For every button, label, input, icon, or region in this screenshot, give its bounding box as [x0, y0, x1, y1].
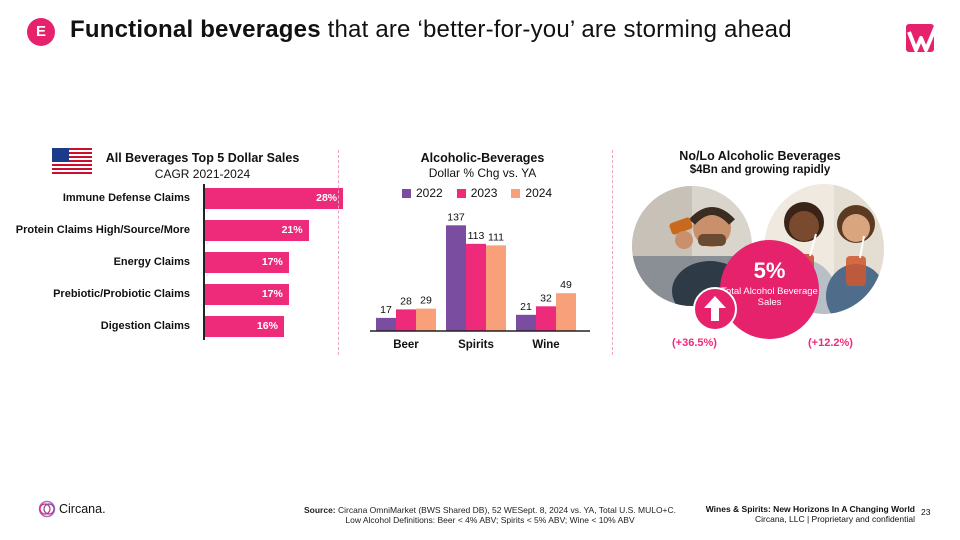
us-flag-icon	[52, 148, 92, 174]
chart2-bar-value: 111	[488, 231, 504, 243]
up-arrow-icon	[704, 296, 726, 321]
chart1-bar: 21%	[205, 220, 309, 241]
nolo-share-circle: 5% Total Alcohol Beverage Sales	[720, 240, 819, 339]
footer-right: Wines & Spirits: New Horizons In A Chang…	[705, 504, 915, 524]
chart2-bar-value: 113	[468, 230, 485, 242]
chart1-bar-value: 17%	[261, 256, 283, 268]
chart1-axis	[203, 184, 205, 340]
chart2-bar	[516, 314, 536, 331]
chart1-category-label: Prebiotic/Probiotic Claims	[53, 288, 190, 300]
nolo-subtitle: $4Bn and growing rapidly	[689, 164, 831, 176]
legend-2023: 2023	[456, 186, 497, 200]
chart1-bar-value: 28%	[316, 192, 338, 204]
nolo-title: No/Lo Alcoholic Beverages	[679, 149, 841, 163]
chart2-bar	[536, 306, 556, 331]
chart2-bar	[556, 293, 576, 331]
circana-logo: Circana.	[38, 500, 106, 518]
page-number: 23	[921, 507, 931, 517]
chart2-bar-value: 17	[380, 304, 392, 316]
chart2-bar-value: 32	[540, 292, 552, 304]
chart2-bar-value: 49	[560, 279, 572, 291]
nolo-share-value: 5%	[753, 258, 786, 283]
chart2-bar-value: 137	[447, 211, 465, 223]
chart1-bar: 17%	[205, 252, 289, 273]
chart2-bar	[486, 245, 506, 331]
wines-spirits-logo-icon	[906, 24, 938, 52]
circana-logo-icon	[38, 500, 56, 518]
chart1-bar: 16%	[205, 316, 284, 337]
chart2-category-label: Wine	[532, 339, 559, 351]
chart1-bar-value: 21%	[281, 224, 303, 236]
chart1-bar-value: 17%	[261, 288, 283, 300]
chart1-bar: 17%	[205, 284, 289, 305]
chart2-bar	[396, 309, 416, 331]
chart2-bar	[466, 243, 486, 331]
chart2-bar-value: 21	[520, 301, 532, 313]
chart2-legend: 2022 2023 2024	[402, 186, 552, 200]
chart2-bar	[416, 308, 436, 331]
chart2-bar-value: 29	[420, 295, 432, 307]
page-title: Functional beverages that are ‘better-fo…	[70, 16, 792, 43]
chart1-category-label: Immune Defense Claims	[62, 192, 190, 204]
chart1-bar: 28%	[205, 188, 344, 209]
chart2-subtitle: Dollar % Chg vs. YA	[428, 166, 537, 180]
chart2-bar-value: 28	[400, 295, 412, 307]
legend-2024: 2024	[511, 186, 552, 200]
nolo-change-left: (+36.5%)	[672, 337, 717, 349]
chart1-category-label: Digestion Claims	[100, 320, 190, 332]
source-note: Source: Circana OmniMarket (BWS Shared D…	[303, 505, 677, 525]
legend-2022: 2022	[402, 186, 443, 200]
chart1-category-label: Protein Claims High/Source/More	[15, 224, 190, 236]
chart2-bar	[446, 225, 466, 331]
chart2-bar	[376, 317, 396, 331]
chart1-category-label: Energy Claims	[113, 256, 190, 268]
chart2-category-label: Spirits	[458, 339, 494, 351]
chart1-title: All Beverages Top 5 Dollar Sales	[105, 151, 300, 165]
chart1-bar-value: 16%	[256, 320, 278, 332]
nolo-share-label: Total Alcohol Beverage Sales	[721, 286, 818, 308]
section-badge: E	[27, 18, 55, 46]
divider-2	[612, 150, 613, 355]
circana-brand: Circana.	[59, 502, 106, 516]
growth-arrow-badge	[693, 287, 737, 331]
chart1-subtitle: CAGR 2021-2024	[154, 167, 251, 181]
chart2-title: Alcoholic-Beverages	[420, 151, 545, 165]
chart2-category-label: Beer	[393, 339, 419, 351]
nolo-change-right: (+12.2%)	[808, 337, 853, 349]
divider-1	[338, 150, 339, 355]
